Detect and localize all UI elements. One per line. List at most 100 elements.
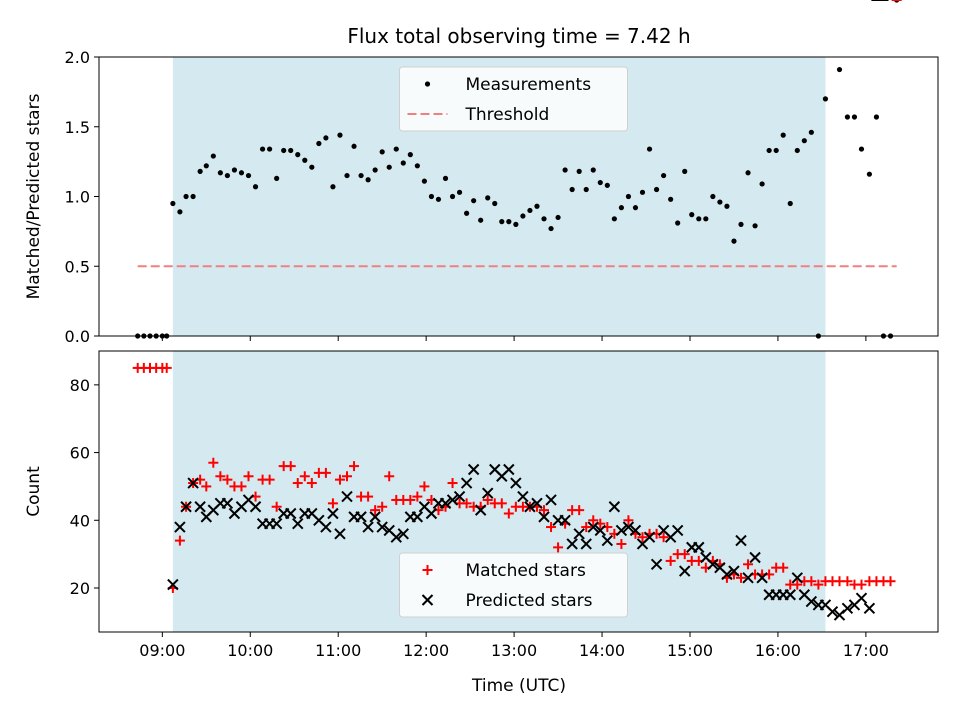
measurement-point xyxy=(625,193,632,200)
matched-star-point xyxy=(412,491,423,502)
predicted-star-point xyxy=(292,517,304,530)
measurement-point xyxy=(611,216,617,222)
measurement-point xyxy=(639,189,646,195)
matched-star-point xyxy=(792,579,803,590)
predicted-star-point-b xyxy=(671,524,684,537)
measurement-point xyxy=(288,147,294,154)
predicted-star-point-b xyxy=(453,490,466,503)
matched-star-point xyxy=(363,491,374,502)
matched-star-point xyxy=(334,474,345,485)
measurement-point xyxy=(661,172,667,179)
predicted-star-point xyxy=(503,463,515,476)
predicted-star-point-b xyxy=(327,507,339,520)
measurement-point xyxy=(259,146,266,152)
predicted-star-point xyxy=(474,504,487,516)
predicted-star-point xyxy=(453,490,466,503)
predicted-star-point xyxy=(425,507,438,520)
matched-star-point xyxy=(327,498,338,509)
matched-star-point xyxy=(405,494,416,505)
bottom-y-axis-label: Count xyxy=(24,466,44,517)
matched-star-point xyxy=(588,515,599,526)
predicted-star-point-b xyxy=(615,524,628,537)
predicted-star-point xyxy=(735,534,747,547)
measurement-point xyxy=(351,143,357,149)
bottom-y-tick-label: 60 xyxy=(70,444,90,463)
measurement-point xyxy=(203,163,209,169)
predicted-star-point xyxy=(355,511,367,523)
predicted-star-point xyxy=(334,528,346,540)
matched-star-point xyxy=(743,559,754,570)
measurement-point xyxy=(421,178,427,184)
predicted-star-point xyxy=(524,501,536,513)
measurement-point xyxy=(231,167,238,173)
predicted-star-point-b xyxy=(721,568,733,581)
measurement-point xyxy=(766,147,772,154)
predicted-star-point xyxy=(622,521,635,533)
predicted-star-point xyxy=(362,521,374,533)
predicted-star-point xyxy=(629,524,642,537)
predicted-star-point-b xyxy=(467,463,480,476)
matched-star-point xyxy=(201,481,212,492)
measurement-point xyxy=(428,193,435,200)
predicted-star-point xyxy=(531,497,543,510)
measurement-point xyxy=(632,205,639,211)
matched-star-point xyxy=(658,532,669,543)
predicted-star-point-b xyxy=(383,524,395,537)
predicted-star-point-b xyxy=(355,511,367,523)
matched-star-point xyxy=(546,522,557,533)
predicted-star-point-b xyxy=(559,514,571,526)
predicted-star-point-b xyxy=(742,572,754,584)
measurement-point xyxy=(844,114,851,120)
predicted-star-point-b xyxy=(446,494,459,506)
bottom-y-tick-label: 20 xyxy=(70,579,90,598)
predicted-star-point-b xyxy=(679,565,691,577)
predicted-star-point-b xyxy=(714,561,726,574)
measurement-point xyxy=(780,132,786,138)
measurement-point xyxy=(866,171,873,177)
predicted-star-point-b xyxy=(510,477,522,489)
predicted-star-point-b xyxy=(693,541,705,554)
top-marks xyxy=(135,0,900,339)
predicted-star-point xyxy=(482,487,494,499)
predicted-star-point xyxy=(411,511,424,523)
matched-star-point xyxy=(349,461,360,472)
measurement-point xyxy=(555,214,561,221)
measurement-point xyxy=(576,168,582,174)
bottom-x-ticks: 09:00 10:00 11:00 12:00 13:00 14:00 15:00 16:00… xyxy=(139,632,889,660)
measurement-point xyxy=(752,223,758,229)
predicted-star-point xyxy=(439,497,452,510)
x-tick-label: 17:00 xyxy=(843,641,889,660)
predicted-star-point-b xyxy=(242,494,255,506)
matched-star-point xyxy=(778,562,789,573)
matched-star-point xyxy=(581,522,592,533)
matched-star-point xyxy=(482,494,493,505)
predicted-star-point-b xyxy=(545,494,557,506)
predicted-star-point-b xyxy=(573,528,585,540)
measurement-point xyxy=(309,164,315,170)
matched-star-point xyxy=(553,542,564,553)
predicted-star-point xyxy=(573,528,585,540)
predicted-star-point xyxy=(608,501,621,513)
measurement-point xyxy=(759,181,765,187)
matched-star-point xyxy=(856,579,867,590)
predicted-star-point xyxy=(791,572,803,584)
predicted-star-point-b xyxy=(313,514,325,526)
measurement-point xyxy=(177,209,183,215)
measurement-point xyxy=(520,213,526,219)
measurement-point xyxy=(851,114,858,120)
measurement-point xyxy=(724,203,730,209)
measurement-point xyxy=(471,198,477,204)
predicted-star-point-b xyxy=(306,507,318,520)
measurement-point xyxy=(281,147,287,154)
measurement-point xyxy=(485,195,491,201)
bottom-legend-box xyxy=(399,552,628,618)
predicted-star-point xyxy=(180,501,192,513)
predicted-star-point-b xyxy=(482,487,494,499)
measurement-point xyxy=(604,182,610,188)
predicted-star-point xyxy=(320,521,332,533)
matched-star-point xyxy=(616,538,627,549)
matched-star-point xyxy=(574,505,585,516)
predicted-star-point xyxy=(270,517,283,530)
predicted-star-point-b xyxy=(608,501,621,513)
matched-star-point xyxy=(679,549,690,560)
